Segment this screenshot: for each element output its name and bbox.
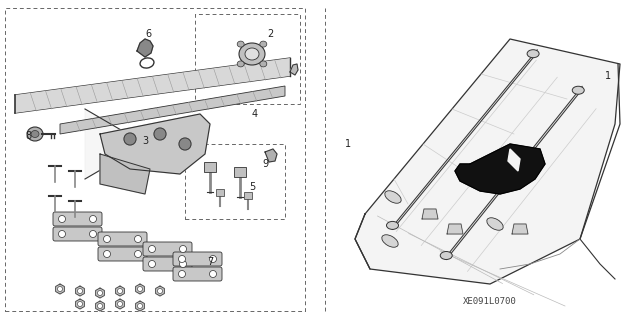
Polygon shape [422,209,438,219]
Bar [185,144,285,219]
Ellipse shape [382,235,398,247]
Polygon shape [95,301,104,311]
Circle shape [179,256,186,263]
FancyBboxPatch shape [98,232,147,246]
Polygon shape [447,224,463,234]
Polygon shape [455,144,545,194]
Circle shape [118,288,122,293]
Polygon shape [85,109,145,179]
FancyBboxPatch shape [173,267,222,281]
Polygon shape [95,288,104,298]
Bar [195,14,300,104]
Ellipse shape [239,43,265,65]
Circle shape [58,231,65,238]
Polygon shape [116,299,124,309]
Polygon shape [290,64,298,75]
Bar [5,8,305,311]
Circle shape [77,288,83,293]
Circle shape [179,246,186,253]
Ellipse shape [31,130,39,137]
Text: 9: 9 [262,159,268,169]
Text: 8: 8 [25,131,31,141]
Ellipse shape [237,61,244,67]
FancyBboxPatch shape [143,242,192,256]
Circle shape [58,286,63,292]
Circle shape [90,216,97,222]
FancyBboxPatch shape [143,257,192,271]
Polygon shape [116,286,124,296]
Polygon shape [446,86,582,259]
Ellipse shape [387,221,399,229]
Text: 1: 1 [345,139,351,149]
FancyBboxPatch shape [98,247,147,261]
Polygon shape [76,299,84,309]
Ellipse shape [385,191,401,203]
Ellipse shape [260,61,267,67]
Circle shape [97,303,102,308]
Polygon shape [15,58,290,113]
Polygon shape [265,149,277,162]
Polygon shape [100,154,150,194]
Text: 2: 2 [267,29,273,39]
Ellipse shape [572,86,584,94]
Polygon shape [136,301,145,311]
Circle shape [124,133,136,145]
Polygon shape [137,39,153,57]
Circle shape [138,286,143,292]
Polygon shape [508,149,520,171]
Ellipse shape [440,251,452,259]
Text: 3: 3 [142,136,148,146]
FancyBboxPatch shape [234,167,246,177]
Ellipse shape [487,218,503,230]
FancyBboxPatch shape [244,192,252,199]
Circle shape [157,288,163,293]
Circle shape [209,256,216,263]
Text: 5: 5 [249,182,255,192]
Polygon shape [56,284,65,294]
Ellipse shape [260,41,267,47]
Ellipse shape [492,175,508,187]
Circle shape [179,261,186,268]
Circle shape [209,271,216,278]
Polygon shape [136,284,145,294]
Circle shape [154,128,166,140]
Circle shape [104,250,111,257]
Polygon shape [512,224,528,234]
Text: 7: 7 [207,257,213,267]
FancyBboxPatch shape [173,252,222,266]
Polygon shape [156,286,164,296]
Circle shape [138,303,143,308]
Text: 4: 4 [252,109,258,119]
Text: 1: 1 [605,71,611,81]
Polygon shape [60,86,285,134]
Circle shape [118,301,122,307]
Circle shape [77,301,83,307]
Circle shape [134,235,141,242]
Circle shape [148,246,156,253]
FancyBboxPatch shape [216,189,224,196]
Circle shape [58,216,65,222]
Ellipse shape [245,48,259,60]
Ellipse shape [527,50,539,58]
Polygon shape [76,286,84,296]
Circle shape [148,261,156,268]
Ellipse shape [237,41,244,47]
Circle shape [97,291,102,295]
FancyBboxPatch shape [204,162,216,172]
Circle shape [104,235,111,242]
Circle shape [179,271,186,278]
Circle shape [134,250,141,257]
Polygon shape [392,50,538,229]
Ellipse shape [27,127,43,141]
Circle shape [179,138,191,150]
Polygon shape [355,39,620,284]
FancyBboxPatch shape [53,227,102,241]
Text: 6: 6 [145,29,151,39]
Polygon shape [100,114,210,174]
Circle shape [90,231,97,238]
FancyBboxPatch shape [53,212,102,226]
Text: XE091L0700: XE091L0700 [463,296,517,306]
